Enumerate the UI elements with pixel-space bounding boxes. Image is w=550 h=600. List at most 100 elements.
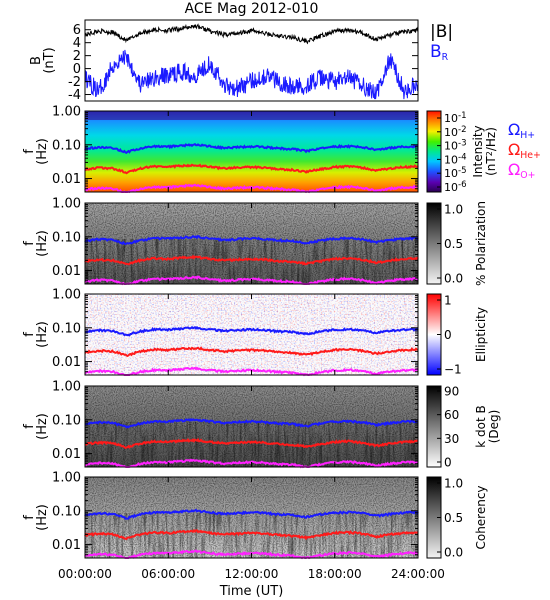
- freq-tick-label: 0.10: [52, 321, 81, 336]
- freq-tick-label: 0.01: [52, 172, 81, 187]
- colorbar-label-line2: (Deg): [487, 410, 501, 444]
- cyclotron-o-plus-line: [84, 183, 419, 194]
- bfield-ytick-label: -2: [68, 75, 81, 90]
- freq-ylabel-line1: f: [22, 241, 37, 246]
- colorbar-tick-label: 10-3: [444, 139, 467, 153]
- colorbar-tick-label: 10-1: [444, 111, 467, 125]
- freq-tick-label: 1.00: [52, 197, 81, 212]
- legend-omega-h-plus: ΩH+: [508, 120, 535, 141]
- cyclotron-he-plus-line: [84, 163, 419, 175]
- freq-ylabel: f(Hz): [22, 413, 50, 440]
- colorbar-tick-label: 1.0: [444, 203, 463, 217]
- coherency-colorbar-label: Coherency: [474, 485, 488, 549]
- k-dot-b-colorbar: [426, 385, 442, 468]
- bfield-ytick-label: 2: [73, 49, 81, 64]
- freq-ylabel-line1: f: [22, 424, 37, 429]
- freq-tick-label: 0.01: [52, 447, 81, 462]
- freq-ylabel: f(Hz): [22, 230, 50, 257]
- freq-tick-label: 0.01: [52, 538, 81, 553]
- cyclotron-he-plus-line: [84, 528, 419, 541]
- bfield-ytick-label: 0: [73, 62, 81, 77]
- bfield-ytick-label: -4: [68, 88, 81, 103]
- colorbar-tick-label: 90: [444, 385, 459, 399]
- legend-b-r: BR: [430, 42, 449, 63]
- time-tick-label: 12:00:00: [225, 567, 279, 581]
- cyclotron-h-plus-line: [84, 234, 419, 246]
- freq-ylabel-line2: (Hz): [35, 504, 50, 531]
- time-axis-label: Time (UT): [219, 584, 284, 599]
- k-dot-b-colorbar-label: k dot B (Deg): [474, 405, 501, 447]
- bfield-ylabel-line1: B: [29, 56, 44, 65]
- colorbar-label-line1: Intensity: [471, 125, 485, 177]
- cyclotron-he-plus-line: [84, 437, 419, 450]
- colorbar-tick-label: 10-5: [444, 166, 467, 180]
- time-tick-label: 00:00:00: [58, 567, 112, 581]
- legend-omega-he-plus: ΩHe+: [508, 140, 541, 161]
- legend-omega-o-plus: ΩO+: [508, 160, 535, 181]
- freq-tick-label: 1.00: [52, 288, 81, 303]
- bfield-ylabel: B(nT): [29, 47, 57, 73]
- freq-tick-label: 1.00: [52, 105, 81, 120]
- freq-tick-label: 1.00: [52, 380, 81, 395]
- b-total-line: [84, 23, 419, 45]
- cyclotron-h-plus-line: [84, 143, 419, 154]
- legend-b-total: |B|: [430, 22, 453, 42]
- b-r-line: [84, 49, 419, 100]
- freq-tick-label: 0.01: [52, 355, 81, 370]
- bfield-ytick-label: 4: [73, 36, 81, 51]
- cyclotron-he-plus-line: [84, 346, 419, 358]
- colorbar-tick-label: 1: [444, 294, 452, 308]
- freq-ylabel: f(Hz): [22, 504, 50, 531]
- colorbar-tick-label: 30: [444, 432, 459, 446]
- colorbar-tick-label: 0.5: [444, 237, 463, 251]
- ellipticity-colorbar-label: Ellipticity: [474, 307, 488, 362]
- colorbar-tick-label: 0.5: [444, 511, 463, 525]
- freq-ylabel: f(Hz): [22, 321, 50, 348]
- freq-ylabel-line1: f: [22, 332, 37, 337]
- freq-tick-label: 1.00: [52, 471, 81, 486]
- colorbar-label: Coherency: [474, 485, 488, 549]
- colorbar-tick-label: 0: [444, 328, 452, 342]
- cyclotron-h-plus-line: [84, 508, 419, 520]
- colorbar-label: % Polarization: [474, 201, 488, 286]
- colorbar-label: Ellipticity: [474, 307, 488, 362]
- cyclotron-he-plus-line: [84, 254, 419, 266]
- ellipticity-blue-texture: [85, 294, 418, 375]
- time-tick-label: 06:00:00: [141, 567, 195, 581]
- freq-ylabel: f(Hz): [22, 138, 50, 165]
- colorbar-tick-label: 0.0: [444, 546, 463, 560]
- colorbar-tick-label: 10-6: [444, 180, 467, 194]
- freq-ylabel-line2: (Hz): [35, 230, 50, 257]
- freq-ylabel-line1: f: [22, 515, 37, 520]
- freq-tick-label: 0.10: [52, 413, 81, 428]
- freq-ylabel-line2: (Hz): [35, 138, 50, 165]
- time-tick-label: 24:00:00: [391, 567, 445, 581]
- cyclotron-o-plus-line: [84, 458, 419, 469]
- intensity-colorbar: [426, 110, 442, 193]
- colorbar-tick-label: 0: [444, 456, 452, 470]
- freq-tick-label: 0.10: [52, 138, 81, 153]
- figure-title: ACE Mag 2012-010: [185, 1, 319, 17]
- bfield-ytick-label: 6: [73, 23, 81, 38]
- panel-k-dot-b: 1.00 0.10 0.01f(Hz) 90 60 30 0 k dot B (Deg): [22, 380, 501, 470]
- intensity-spectrogram: [85, 111, 418, 192]
- panel-polarization: 1.000.100.01f(Hz)1.00.50.0% Polarization: [22, 197, 488, 286]
- colorbar-tick-label: 60: [444, 408, 459, 422]
- freq-ylabel-line2: (Hz): [35, 321, 50, 348]
- freq-tick-label: 0.01: [52, 264, 81, 279]
- colorbar-label-line1: k dot B: [474, 405, 488, 447]
- colorbar-label-line2: (nT2/Hz): [484, 127, 498, 176]
- colorbar-tick-label: 10-4: [444, 152, 467, 166]
- freq-tick-label: 0.10: [52, 230, 81, 245]
- panel-intensity: 1.00 0.10 0.01f(Hz) Intensity (nT2/Hz): [22, 105, 498, 194]
- freq-tick-label: 0.10: [52, 504, 81, 519]
- colorbar-tick-label: 0.0: [444, 272, 463, 286]
- colorbar-tick-label: 10-2: [444, 125, 467, 139]
- time-tick-label: 18:00:00: [308, 567, 362, 581]
- bfield-panel-frame: [84, 19, 419, 102]
- colorbar-tick-label: 1.0: [444, 477, 463, 491]
- colorbar-tick-label: −1: [444, 363, 462, 377]
- bfield-ylabel-line2: (nT): [42, 47, 57, 73]
